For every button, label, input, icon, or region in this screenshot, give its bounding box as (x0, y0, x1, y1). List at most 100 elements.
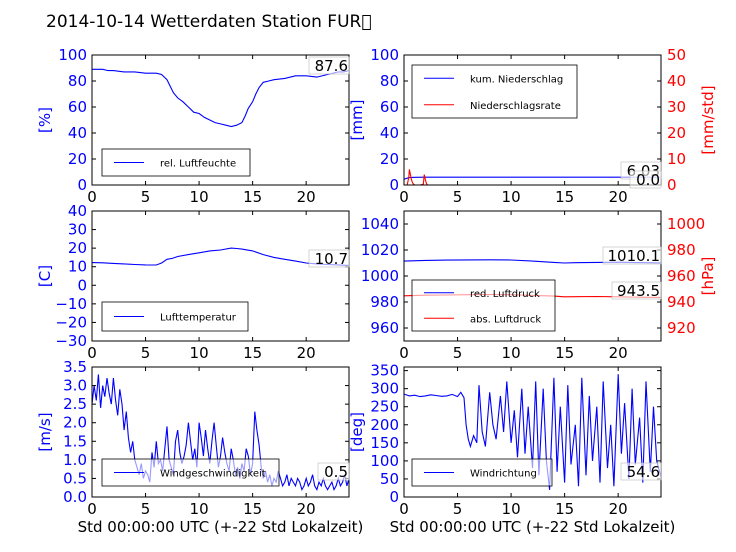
plot-frame (403, 366, 662, 498)
x-tick-label: 5 (141, 500, 151, 518)
y-tick-label: 1020 (361, 241, 399, 259)
y-tick-label: 980 (370, 293, 399, 311)
x-tick-label: 0 (87, 188, 97, 206)
y-axis-label: [mm] (348, 100, 366, 141)
y-tick-label: 20 (68, 150, 87, 168)
y-tick-label: 20 (380, 150, 399, 168)
legend-box (411, 64, 578, 119)
x-tick-label: 10 (190, 188, 209, 206)
last-value-box (602, 246, 662, 265)
x-tick-label: 15 (243, 500, 262, 518)
y-right-tick-label: 920 (667, 319, 696, 337)
y-tick-label: 200 (370, 416, 399, 434)
legend-label: red. Luftdruck (470, 289, 540, 300)
x-tick-label: 5 (453, 500, 463, 518)
legend-label: rel. Luftfeuchte (160, 159, 236, 170)
y-tick-label: 3.5 (63, 358, 87, 376)
x-tick-label: 0 (87, 500, 97, 518)
y-tick-label: 80 (380, 72, 399, 90)
x-tick-label: 20 (297, 344, 316, 362)
plot-frame (91, 54, 350, 186)
legend-label: Lufttemperatur (160, 313, 237, 324)
y-axis-label: [C] (36, 265, 54, 287)
x-tick-label: 0 (87, 344, 97, 362)
plot-frame (403, 54, 662, 186)
y-tick-label: 100 (58, 46, 87, 64)
last-value-box (308, 249, 350, 268)
last-value-annotation: 54.6 (627, 463, 660, 481)
x-tick-label: 10 (502, 344, 521, 362)
y-right-tick-label: 40 (667, 72, 686, 90)
y-tick-label: 10 (68, 258, 87, 276)
y-right-tick-label: 1000 (667, 215, 705, 233)
y-tick-label: 60 (68, 98, 87, 116)
x-tick-label: 0 (399, 344, 409, 362)
y-tick-label: 30 (68, 221, 87, 239)
last-value-box (611, 281, 662, 300)
series-line-1 (92, 68, 349, 128)
chart-temperature: 0 5 10 15 20−30−20−10010203040[C]Lufttempera… (36, 202, 350, 362)
y-right-tick-label: 30 (667, 98, 686, 116)
x-tick-label: 20 (609, 500, 628, 518)
y-tick-label: 150 (370, 434, 399, 452)
y-tick-label: 40 (68, 124, 87, 142)
x-tick-label: 20 (609, 188, 628, 206)
y-right-tick-label: 50 (667, 46, 686, 64)
y-tick-label: 0 (389, 488, 399, 506)
y-tick-label: 40 (68, 202, 87, 220)
x-tick-label: 5 (453, 188, 463, 206)
last-value-annotation: 943.5 (617, 282, 660, 300)
series-line-1 (404, 374, 661, 490)
y-tick-label: 40 (380, 124, 399, 142)
y-right-tick-label: 940 (667, 293, 696, 311)
chart-windspeed: 0 5 10 15 200.00.51.01.52.02.53.03.5[m/s]Std… (36, 358, 363, 536)
x-tick-label: 10 (190, 500, 209, 518)
last-value-annotation: 87.6 (315, 57, 348, 75)
x-tick-label: 20 (297, 188, 316, 206)
x-axis-label: Std 00:00:00 UTC (+-22 Std Lokalzeit) (78, 518, 364, 536)
y-tick-label: 100 (370, 452, 399, 470)
chart-precipitation: 0 5 10 15 20 0 20 40 60 80 100 0 10 20 30 40 50 [mm] [mm/s… (348, 46, 717, 206)
y-tick-label: 3.0 (63, 377, 87, 395)
x-tick-label: 5 (141, 188, 151, 206)
y-right-tick-label: 0 (667, 176, 677, 194)
x-tick-label: 10 (190, 344, 209, 362)
y-tick-label: 1.5 (63, 432, 87, 450)
figure-title: 2014-10-14 Wetterdaten Station FUR  (46, 12, 372, 32)
last-value-box (308, 56, 350, 75)
last-value-box (317, 462, 350, 481)
x-tick-label: 0 (399, 188, 409, 206)
series-line-2 (404, 169, 661, 185)
x-tick-label: 15 (555, 500, 574, 518)
y-tick-label: −20 (55, 313, 87, 331)
y-tick-label: 0 (77, 276, 87, 294)
y-axis-label: [%] (36, 107, 54, 133)
x-tick-label: 0 (399, 500, 409, 518)
y-tick-label: 0.0 (63, 488, 87, 506)
last-value-annotation: 1010.1 (608, 247, 661, 265)
last-value-annotation: 0.0 (636, 171, 660, 189)
y-tick-label: 100 (370, 46, 399, 64)
y-right-tick-label: 980 (667, 241, 696, 259)
y-axis-label: [deg] (348, 412, 366, 452)
legend-label: Windrichtung (470, 469, 537, 480)
y-right-axis-label: [mm/std] (699, 85, 717, 154)
legend-label: abs. Luftdruck (470, 314, 541, 325)
chart-humidity: 0 5 10 15 20 0 20 40 60 80 100 [%] rel. Luftfeuchte 8… (36, 46, 350, 206)
y-tick-label: −30 (55, 332, 87, 350)
y-tick-label: 350 (370, 362, 399, 380)
y-tick-label: 2.0 (63, 414, 87, 432)
y-right-tick-label: 960 (667, 267, 696, 285)
series-line-1 (404, 176, 661, 180)
x-tick-label: 10 (502, 500, 521, 518)
y-right-tick-label: 20 (667, 124, 686, 142)
x-tick-label: 5 (141, 344, 151, 362)
y-tick-label: 1040 (361, 215, 399, 233)
last-value-annotation: 0.5 (324, 463, 348, 481)
last-value-annotation: 10.7 (315, 250, 348, 268)
y-tick-label: 0 (77, 176, 87, 194)
y-tick-label: 2.5 (63, 395, 87, 413)
legend-label: Niederschlagsrate (470, 101, 561, 112)
